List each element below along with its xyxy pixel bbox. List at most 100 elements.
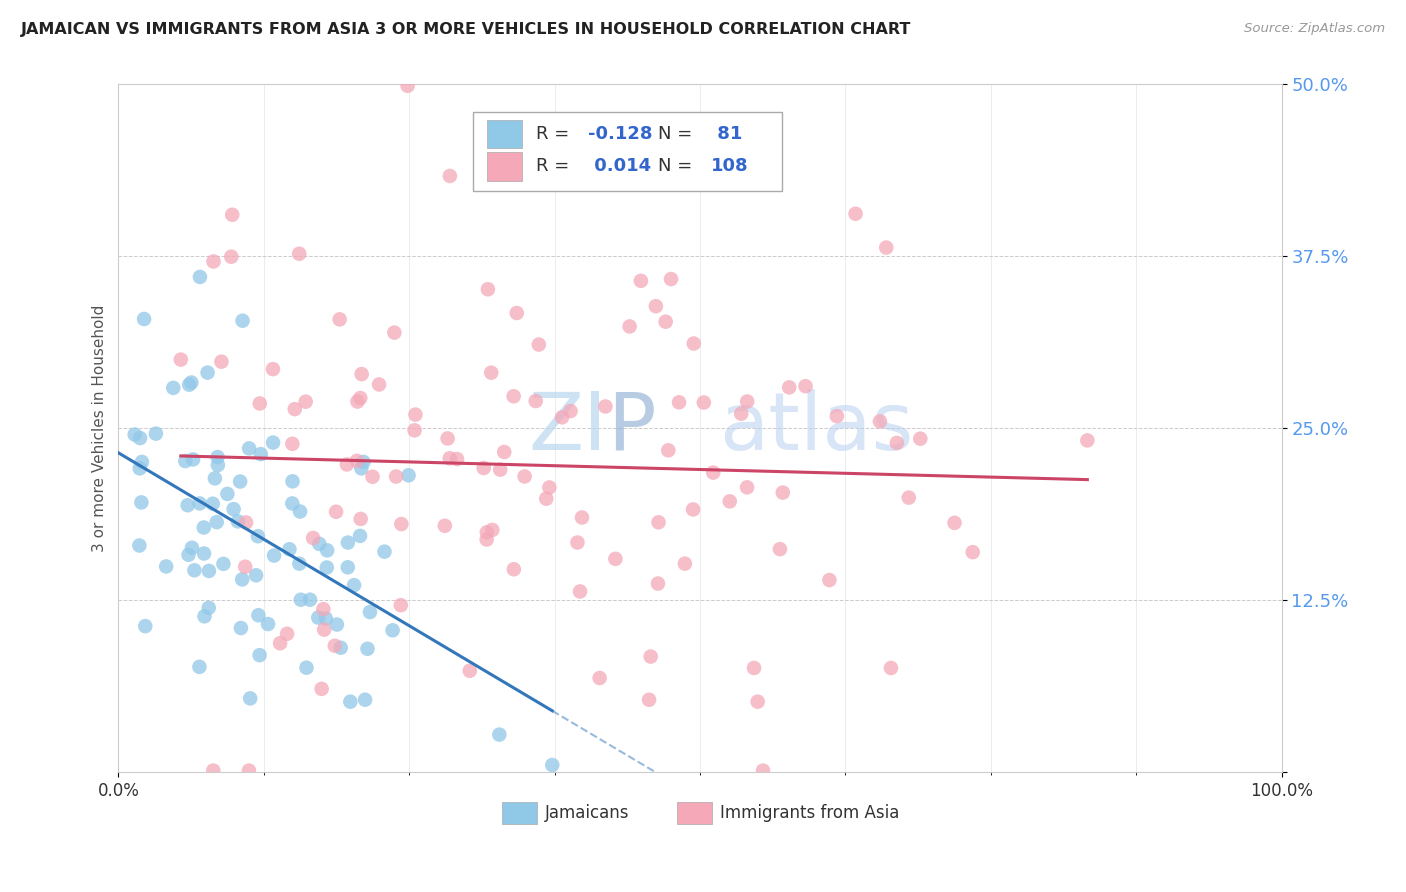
Text: ZI: ZI [529, 389, 607, 467]
Text: N =: N = [658, 125, 692, 143]
Point [217, 487, 239, 501]
Point [131, 495, 153, 509]
Point [350, 512, 373, 526]
Point [262, 435, 284, 450]
Text: 108: 108 [710, 157, 748, 175]
Point [389, 598, 412, 612]
Point [326, 617, 349, 632]
Point [249, 648, 271, 662]
Point [128, 461, 150, 475]
Text: R =: R = [536, 157, 575, 175]
Point [818, 573, 841, 587]
Point [180, 376, 202, 390]
Point [682, 502, 704, 516]
Point [439, 451, 461, 466]
Point [368, 377, 391, 392]
Point [458, 664, 481, 678]
Point [245, 568, 267, 582]
Point [825, 409, 848, 424]
Point [315, 611, 337, 625]
Point [193, 520, 215, 534]
Text: R =: R = [536, 125, 575, 143]
Point [538, 480, 561, 494]
Point [551, 410, 574, 425]
Point [229, 621, 252, 635]
Point [436, 432, 458, 446]
Text: JAMAICAN VS IMMIGRANTS FROM ASIA 3 OR MORE VEHICLES IN HOUSEHOLD CORRELATION CHA: JAMAICAN VS IMMIGRANTS FROM ASIA 3 OR MO… [21, 22, 911, 37]
Point [311, 681, 333, 696]
Point [654, 315, 676, 329]
Point [638, 692, 661, 706]
Point [644, 299, 666, 313]
Point [752, 764, 775, 778]
Point [567, 535, 589, 549]
Point [226, 515, 249, 529]
Point [880, 661, 903, 675]
Point [346, 394, 368, 409]
Y-axis label: 3 or more Vehicles in Household: 3 or more Vehicles in Household [93, 304, 107, 552]
Point [155, 559, 177, 574]
Point [373, 544, 395, 558]
Point [502, 389, 524, 403]
Point [231, 573, 253, 587]
Point [222, 502, 245, 516]
Point [197, 366, 219, 380]
Point [233, 559, 256, 574]
Point [897, 491, 920, 505]
Point [288, 557, 311, 571]
Point [170, 352, 193, 367]
Point [128, 539, 150, 553]
Point [943, 516, 966, 530]
Point [343, 578, 366, 592]
Point [312, 602, 335, 616]
Point [571, 510, 593, 524]
Point [718, 494, 741, 508]
Point [219, 250, 242, 264]
Point [472, 461, 495, 475]
Point [513, 469, 536, 483]
Point [129, 431, 152, 445]
Point [188, 269, 211, 284]
Point [673, 557, 696, 571]
Point [494, 445, 516, 459]
Point [588, 671, 610, 685]
Point [162, 381, 184, 395]
Point [398, 468, 420, 483]
Point [682, 336, 704, 351]
Bar [502, 802, 537, 823]
Point [339, 695, 361, 709]
Point [325, 505, 347, 519]
Point [630, 274, 652, 288]
Point [778, 380, 800, 394]
Point [193, 547, 215, 561]
Point [659, 272, 682, 286]
Point [536, 491, 558, 506]
Point [295, 661, 318, 675]
Point [869, 414, 891, 428]
Bar [488, 152, 522, 181]
Point [232, 314, 254, 328]
Text: 0.014: 0.014 [588, 157, 651, 175]
Point [262, 362, 284, 376]
Point [747, 695, 769, 709]
Point [316, 543, 339, 558]
Point [269, 636, 291, 650]
Point [527, 337, 550, 351]
Point [308, 537, 330, 551]
Point [281, 496, 304, 510]
Point [524, 394, 547, 409]
Point [356, 641, 378, 656]
Point [845, 207, 868, 221]
Bar [676, 802, 711, 823]
Point [605, 552, 627, 566]
Point [238, 442, 260, 456]
Text: 81: 81 [710, 125, 742, 143]
Point [202, 764, 225, 778]
Point [263, 549, 285, 563]
Point [174, 454, 197, 468]
Text: -0.128: -0.128 [588, 125, 652, 143]
Point [886, 436, 908, 450]
Point [314, 623, 336, 637]
Point [276, 627, 298, 641]
Point [198, 564, 221, 578]
